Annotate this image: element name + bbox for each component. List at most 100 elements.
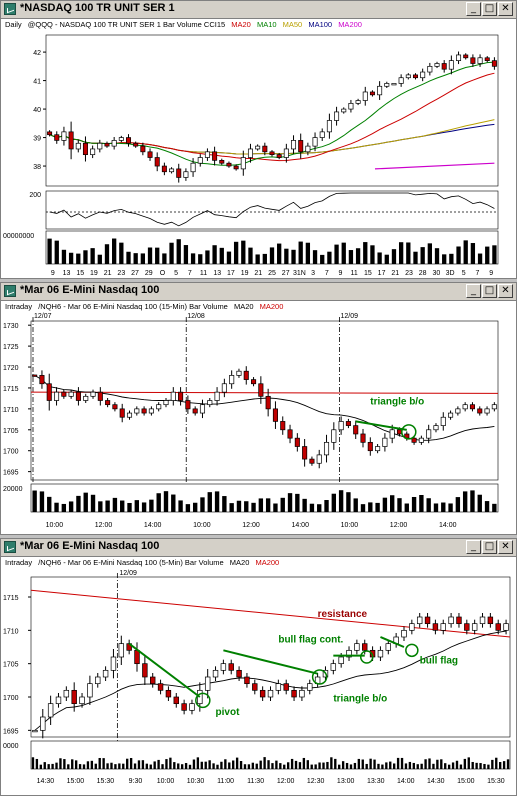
daily-candle	[233, 165, 239, 170]
volume-bar	[76, 253, 81, 264]
minimize-button[interactable]: _	[466, 2, 481, 16]
chart-window-15min[interactable]: *Mar 06 E-Mini Nasdaq 100 _ □ ✕ Intraday…	[0, 282, 517, 535]
volume-bar	[147, 247, 153, 264]
m5-candle	[275, 683, 282, 691]
daily-candle	[427, 65, 433, 73]
m5-candle	[173, 696, 179, 705]
x-tick-label: 23	[117, 270, 125, 277]
volume-bar	[83, 250, 88, 264]
chart-window-5min[interactable]: *Mar 06 E-Mini Nasdaq 100 _ □ ✕ Intraday…	[0, 538, 517, 796]
volume-bar	[338, 764, 341, 769]
volume-bar	[491, 759, 494, 769]
m5-candle	[330, 663, 337, 671]
close-button[interactable]: ✕	[498, 284, 513, 298]
volume-bar	[434, 248, 440, 264]
volume-bar	[290, 758, 294, 769]
daily-candle	[384, 83, 390, 87]
daily-candle	[470, 57, 476, 64]
volume-bar	[86, 761, 90, 769]
m15-candle	[375, 446, 381, 452]
volume-bar	[451, 762, 455, 769]
m5-candle	[354, 643, 360, 651]
chart-window-daily[interactable]: *NASDAQ 100 TR UNIT SER 1 _ □ ✕ Daily @Q…	[0, 0, 517, 279]
chart-legend: Intraday /NQH6 - Mar 06 E-Mini Nasdaq 10…	[5, 558, 283, 567]
m15-candle	[411, 437, 417, 443]
triangle-breakout-label: triangle b/o	[333, 694, 387, 705]
daily-candle	[140, 145, 146, 153]
volume-bar	[334, 758, 337, 769]
15min-price-chart[interactable]: 1730 1725 1720 1715 1710 1705 1700 1695 12/07 12/…	[1, 283, 516, 534]
m5-candle	[110, 656, 117, 671]
volume-bar	[78, 764, 82, 769]
date-marker-label: 12/07	[34, 313, 52, 320]
m5-candle	[204, 676, 211, 691]
volume-bar	[320, 254, 325, 264]
m15-candle	[97, 391, 103, 401]
daily-candle	[434, 63, 440, 67]
close-button[interactable]: ✕	[498, 540, 513, 554]
y-tick-label: 1695	[3, 728, 19, 735]
volume-bar	[98, 757, 101, 769]
volume-bar	[433, 503, 439, 512]
m5-candle	[503, 623, 509, 631]
close-button[interactable]: ✕	[498, 2, 513, 16]
volume-bar	[251, 762, 255, 769]
volume-bar	[420, 247, 425, 264]
volume-bar	[262, 253, 267, 264]
window-titlebar[interactable]: *NASDAQ 100 TR UNIT SER 1 _ □ ✕	[1, 1, 516, 19]
legend-symbol: /NQH6 - Mar 06 E-Mini Nasdaq 100 (5-Min)…	[38, 558, 224, 567]
volume-bar	[212, 763, 215, 769]
volume-bar	[338, 490, 344, 512]
volume-bar	[312, 250, 318, 264]
volume-bar	[149, 764, 152, 769]
x-tick-label: 10:30	[187, 778, 205, 785]
volume-bar	[155, 247, 160, 264]
window-title: *Mar 06 E-Mini Nasdaq 100	[20, 284, 160, 296]
volume-bar	[106, 763, 109, 769]
volume-bar	[126, 251, 131, 264]
volume-bar	[334, 244, 339, 264]
volume-bar	[133, 763, 137, 769]
daily-candle	[355, 100, 361, 104]
x-tick-label: 15	[364, 270, 372, 277]
y-tick-label: 1725	[3, 344, 19, 351]
volume-bar	[353, 762, 357, 769]
volume-bar	[258, 498, 264, 512]
volume-bar	[298, 762, 302, 769]
minimize-button[interactable]: _	[466, 284, 481, 298]
daily-candle	[90, 148, 96, 156]
window-titlebar[interactable]: *Mar 06 E-Mini Nasdaq 100 _ □ ✕	[1, 539, 516, 557]
volume-bar	[196, 757, 200, 769]
x-tick-label: 21	[391, 270, 399, 277]
volume-bar	[441, 502, 446, 512]
volume-bar	[208, 760, 211, 769]
maximize-button[interactable]: □	[482, 284, 497, 298]
5min-price-chart[interactable]: 1715 1710 1705 1700 1695 12/09 pivot triangle b…	[1, 539, 516, 795]
volume-bar	[185, 504, 191, 512]
y-tick-label: 1695	[3, 470, 19, 477]
legend-ma20: MA20	[229, 558, 250, 567]
volume-bar	[384, 254, 389, 264]
volume-bar	[487, 764, 490, 769]
maximize-button[interactable]: □	[482, 2, 497, 16]
volume-bar	[184, 763, 188, 769]
volume-bar	[54, 240, 59, 264]
volume-bar	[200, 497, 205, 512]
daily-candle	[169, 168, 175, 173]
window-titlebar[interactable]: *Mar 06 E-Mini Nasdaq 100 _ □ ✕	[1, 283, 516, 301]
volume-bar	[141, 760, 145, 769]
daily-candle	[391, 83, 397, 86]
daily-candle	[68, 131, 74, 150]
m5-candle	[479, 616, 486, 625]
price-pane	[30, 320, 499, 481]
x-tick-label: 17	[378, 270, 386, 277]
m5-candle	[102, 669, 109, 678]
volume-tick-label: 00000000	[3, 233, 34, 240]
x-tick-label: 23	[405, 270, 413, 277]
m5-candle	[71, 689, 77, 705]
minimize-button[interactable]: _	[466, 540, 481, 554]
legend-ma200: MA200	[338, 20, 362, 29]
maximize-button[interactable]: □	[482, 540, 497, 554]
volume-bar	[263, 757, 266, 769]
